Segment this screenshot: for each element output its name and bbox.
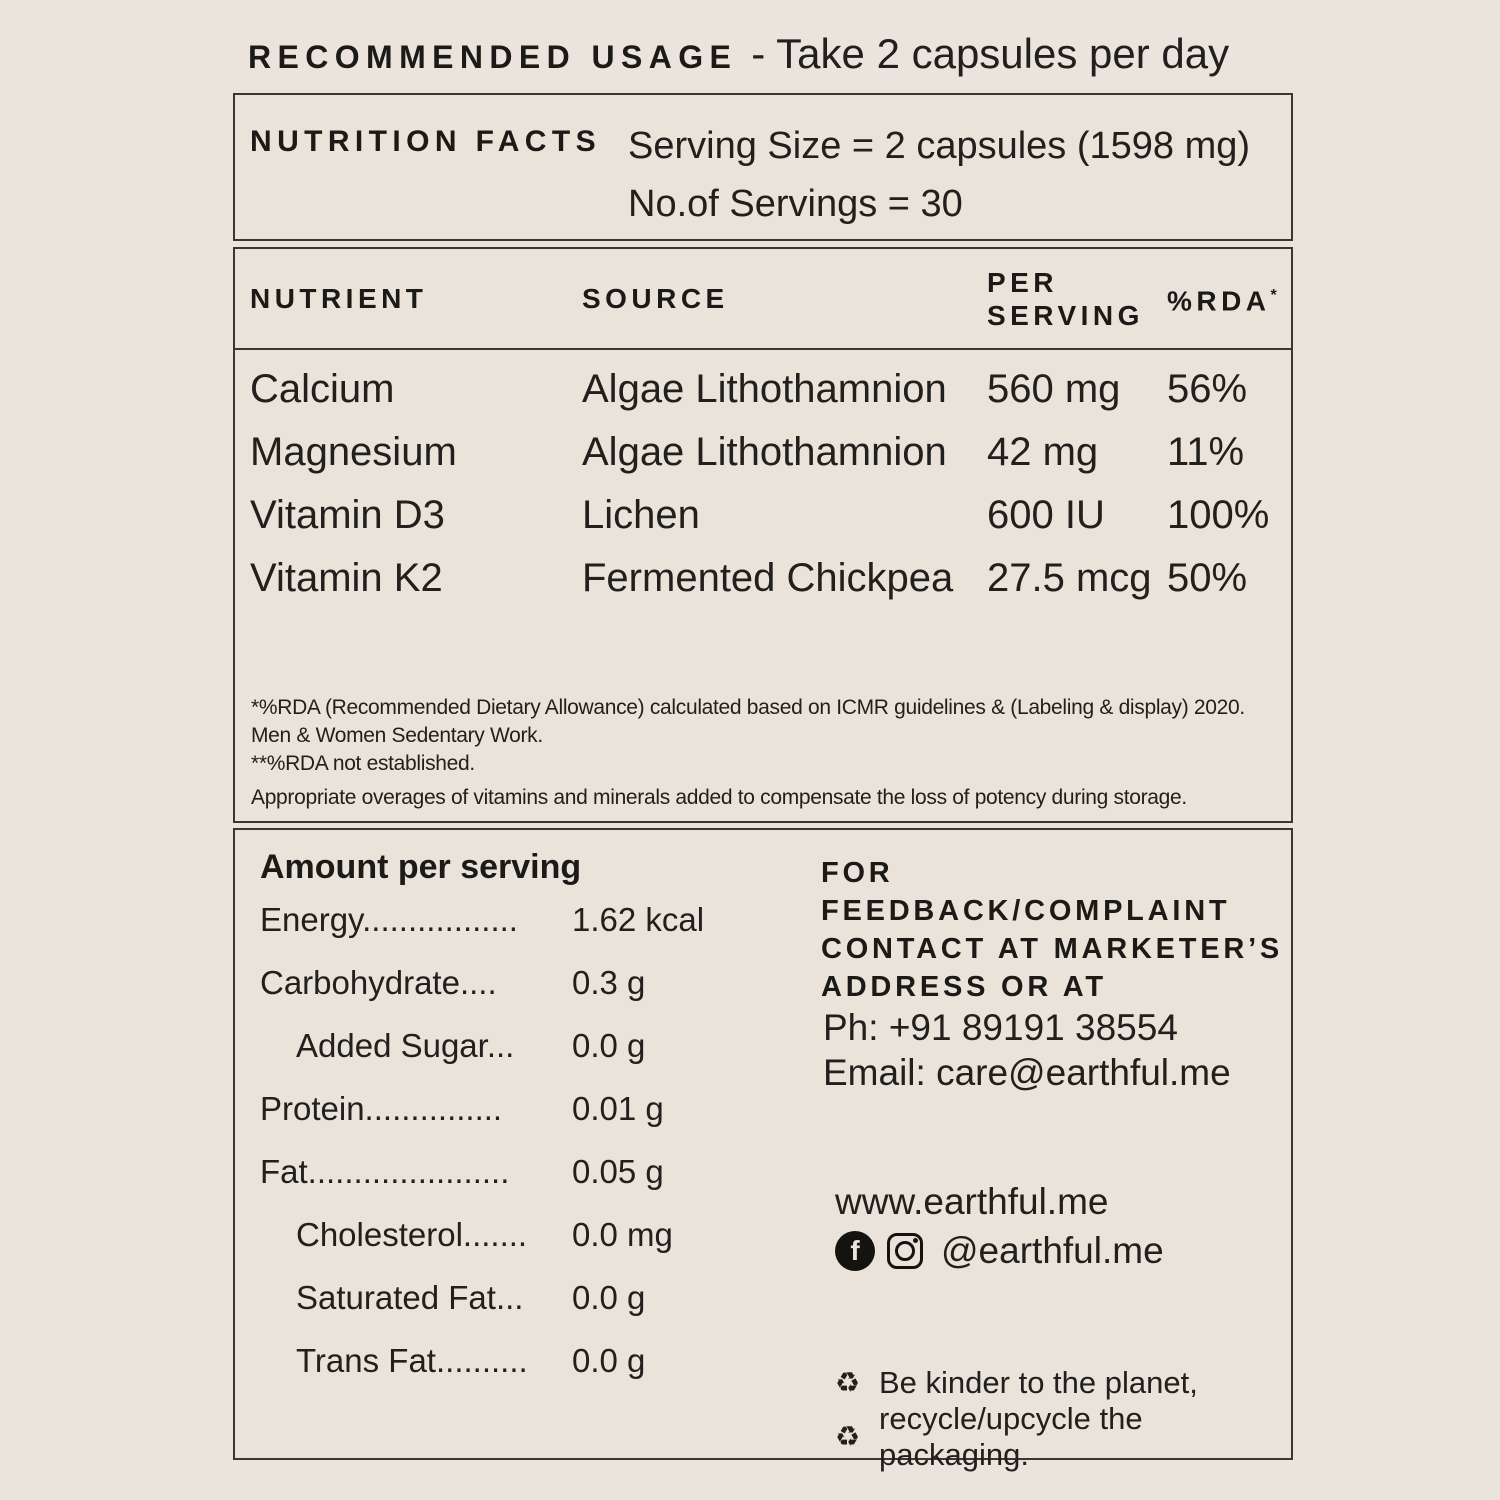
amount-and-contact-panel: Amount per serving Energy...............…	[233, 828, 1293, 1472]
amount-value: 0.0 g	[572, 1026, 646, 1064]
amount-row: Trans Fat.......... 0.0 g	[260, 1329, 821, 1392]
amount-per-serving-section: Amount per serving Energy...............…	[235, 830, 821, 1458]
nutrient-cell: Calcium	[250, 367, 395, 411]
footnote-rda-not-established: **%RDA not established.	[251, 752, 475, 775]
feedback-heading: FOR FEEDBACK/COMPLAINT CONTACT AT MARKET…	[821, 857, 1284, 1003]
table-footnotes: *%RDA (Recommended Dietary Allowance) ca…	[235, 694, 1291, 812]
social-handle: @earthful.me	[941, 1230, 1164, 1271]
amount-value: 0.0 mg	[572, 1215, 673, 1253]
eco-line: ♻ Be kinder to the planet,	[835, 1365, 1291, 1400]
recommended-usage-text: - Take 2 capsules per day	[751, 30, 1230, 77]
source-cell: Algae Lithothamnion	[582, 430, 947, 474]
amount-value: 0.05 g	[572, 1152, 664, 1190]
per-serving-cell: 600 IU	[987, 493, 1105, 537]
source-cell: Fermented Chickpea	[582, 556, 954, 600]
table-row: Magnesium Algae Lithothamnion 42 mg 11%	[235, 421, 1291, 484]
table-row: Vitamin K2 Fermented Chickpea 27.5 mcg 5…	[235, 547, 1291, 610]
nutrient-table-panel: NUTRIENT SOURCE PER SERVING %RDA* Calciu…	[233, 247, 1293, 823]
table-row: Vitamin D3 Lichen 600 IU 100%	[235, 484, 1291, 547]
website-url: www.earthful.me	[835, 1181, 1109, 1222]
amount-value: 0.01 g	[572, 1089, 664, 1127]
per-serving-cell: 27.5 mcg	[987, 556, 1152, 600]
amount-per-serving-title: Amount per serving	[260, 848, 582, 886]
rda-cell: 11%	[1167, 430, 1245, 474]
social-row: f @earthful.me	[835, 1230, 1164, 1272]
recycle-icon: ♻	[835, 1367, 861, 1398]
recommended-usage-header: RECOMMENDED USAGE - Take 2 capsules per …	[248, 30, 1229, 78]
nutrient-cell: Magnesium	[250, 430, 457, 474]
amount-row: Added Sugar... 0.0 g	[260, 1014, 821, 1077]
amount-row: Saturated Fat... 0.0 g	[260, 1266, 821, 1329]
amount-value: 0.0 g	[572, 1278, 646, 1316]
nutrient-cell: Vitamin K2	[250, 556, 443, 600]
rda-cell: 50%	[1167, 556, 1248, 600]
amount-label: Cholesterol.......	[296, 1215, 528, 1253]
amount-row: Protein............... 0.01 g	[260, 1077, 821, 1140]
amount-label: Energy.................	[260, 900, 518, 938]
col-header-nutrient: NUTRIENT	[250, 283, 428, 314]
amount-label: Carbohydrate....	[260, 963, 497, 1001]
eco-text: Be kinder to the planet,	[879, 1365, 1198, 1400]
phone-number: Ph: +91 89191 38554	[823, 1007, 1178, 1048]
rda-footnote-mark: *	[1270, 287, 1282, 305]
eco-text: recycle/upcycle the packaging.	[879, 1401, 1143, 1472]
amount-value: 0.3 g	[572, 963, 646, 1001]
source-cell: Algae Lithothamnion	[582, 367, 947, 411]
per-serving-cell: 560 mg	[987, 367, 1121, 411]
contact-section: FOR FEEDBACK/COMPLAINT CONTACT AT MARKET…	[821, 830, 1291, 1472]
rda-cell: 100%	[1167, 493, 1270, 537]
contact-details: Ph: +91 89191 38554 Email: care@earthful…	[823, 1005, 1231, 1095]
amount-row: Fat...................... 0.05 g	[260, 1140, 821, 1203]
email-address: Email: care@earthful.me	[823, 1052, 1231, 1093]
servings-count: No.of Servings = 30	[628, 183, 963, 225]
amount-label: Added Sugar...	[296, 1026, 515, 1064]
footnote-overages: Appropriate overages of vitamins and min…	[251, 786, 1187, 809]
footnote-rda-basis-continued: Men & Women Sedentary Work.	[251, 724, 543, 747]
col-header-source: SOURCE	[582, 283, 729, 314]
source-cell: Lichen	[582, 493, 700, 537]
amount-value: 0.0 g	[572, 1341, 646, 1379]
amount-label: Saturated Fat...	[296, 1278, 524, 1316]
serving-info: Serving Size = 2 capsules (1598 mg) No.o…	[628, 95, 1291, 239]
serving-size: Serving Size = 2 capsules (1598 mg)	[628, 125, 1251, 167]
amount-label: Protein...............	[260, 1089, 503, 1127]
amount-label: Trans Fat..........	[296, 1341, 528, 1379]
rda-cell: 56%	[1167, 367, 1248, 411]
amount-value: 1.62 kcal	[572, 900, 705, 938]
col-header-rda: %RDA*	[1167, 285, 1282, 317]
per-serving-cell: 42 mg	[987, 430, 1099, 474]
amount-label: Fat......................	[260, 1152, 510, 1190]
eco-message: ♻ Be kinder to the planet, ♻ recycle/upc…	[835, 1365, 1291, 1472]
nutrition-facts-title: NUTRITION FACTS	[250, 125, 601, 158]
instagram-icon	[887, 1233, 923, 1269]
nutrient-table-body: Calcium Algae Lithothamnion 560 mg 56% M…	[235, 350, 1291, 610]
amount-row: Cholesterol....... 0.0 mg	[260, 1203, 821, 1266]
recycle-icon: ♻	[835, 1421, 861, 1452]
amount-row: Energy................. 1.62 kcal	[260, 888, 821, 951]
table-row: Calcium Algae Lithothamnion 560 mg 56%	[235, 358, 1291, 421]
eco-line: ♻ recycle/upcycle the packaging.	[835, 1401, 1291, 1472]
nutrient-cell: Vitamin D3	[250, 493, 445, 537]
col-header-per-serving: PER SERVING	[987, 266, 1144, 331]
nutrition-facts-panel: NUTRITION FACTS Serving Size = 2 capsule…	[233, 93, 1293, 241]
facebook-icon: f	[835, 1231, 875, 1271]
amount-row: Carbohydrate.... 0.3 g	[260, 951, 821, 1014]
recommended-usage-label: RECOMMENDED USAGE	[248, 39, 738, 75]
footnote-rda-basis: *%RDA (Recommended Dietary Allowance) ca…	[251, 696, 1245, 719]
nutrient-table-header: NUTRIENT SOURCE PER SERVING %RDA*	[235, 249, 1291, 350]
